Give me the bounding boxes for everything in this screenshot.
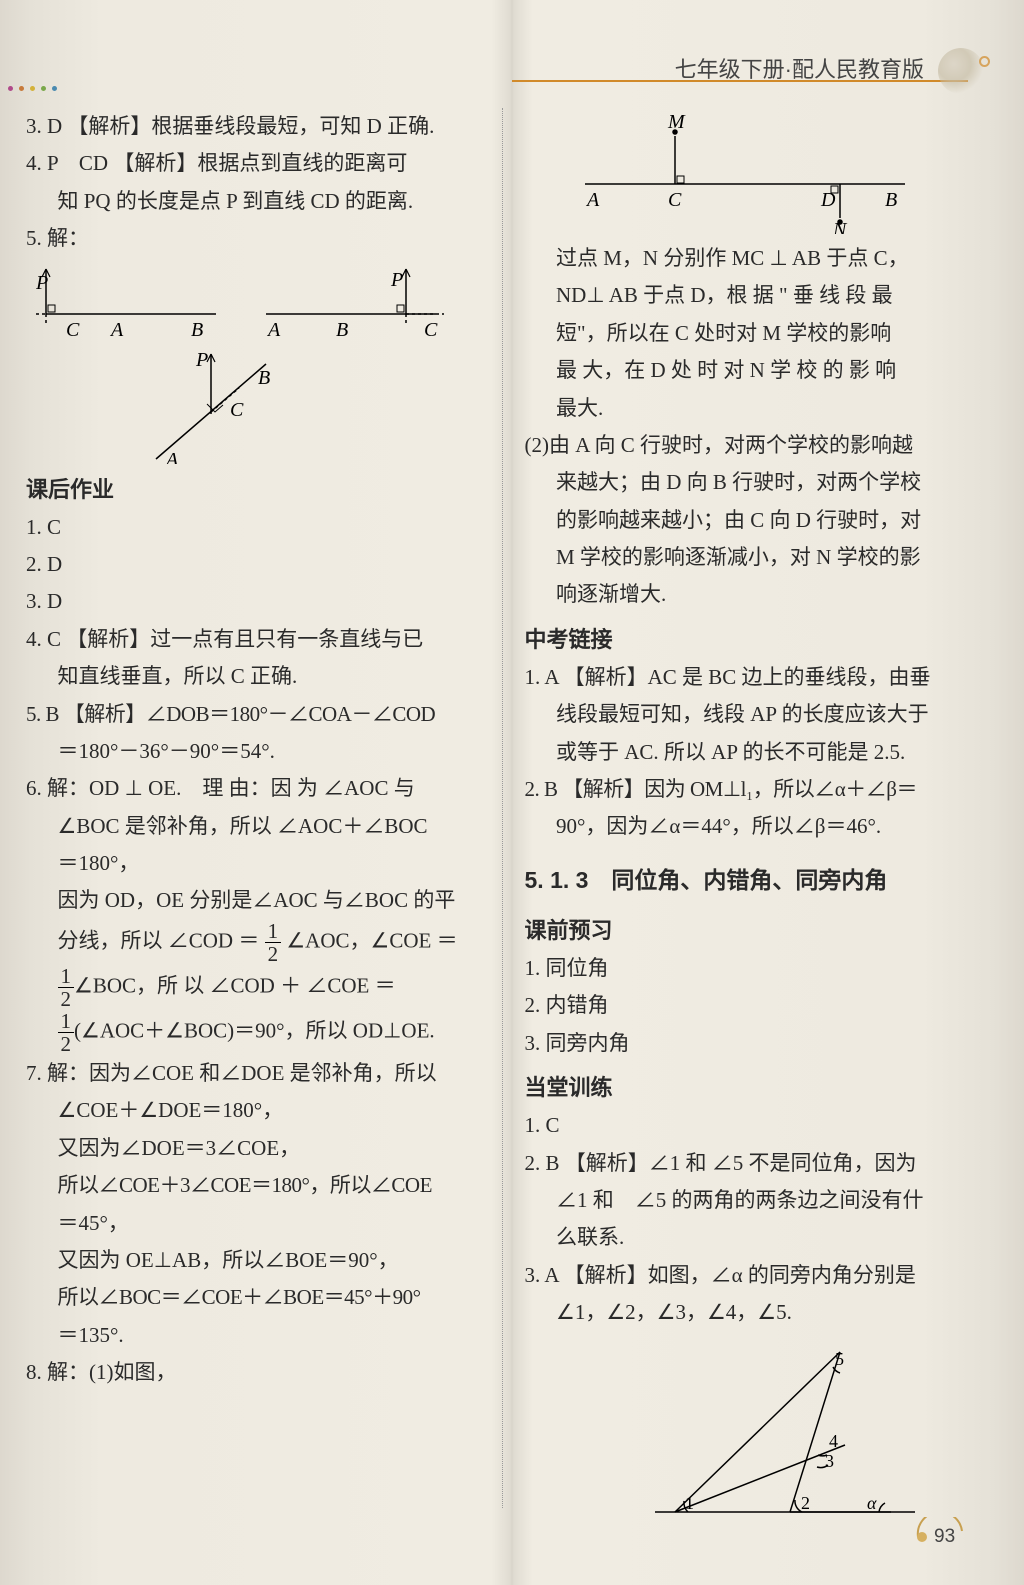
svg-text:B: B <box>191 319 203 341</box>
r6: (2)由 A 向 C 行驶时，对两个学校的影响越 <box>525 427 979 464</box>
page-number-text: 93 <box>934 1526 955 1548</box>
d2a: 2. B 【解析】∠1 和 ∠5 不是同位角，因为 <box>525 1145 979 1182</box>
page-number: 93 <box>912 1517 968 1557</box>
corner-ornament <box>938 48 984 94</box>
r10: 响逐渐增大. <box>525 576 979 613</box>
a1: 1. C <box>26 509 480 546</box>
a3: 3. D <box>26 583 480 620</box>
svg-text:α: α <box>867 1493 877 1513</box>
a7c: 又因为∠DOE＝3∠COE， <box>26 1130 480 1167</box>
zk1c: 或等于 AC. 所以 AP 的长不可能是 2.5. <box>525 734 979 771</box>
svg-text:C: C <box>66 319 80 341</box>
p1: 1. 同位角 <box>525 950 979 987</box>
svg-text:D: D <box>820 189 836 211</box>
a6e: 分线，所以 ∠COD ＝ 12 ∠AOC，∠COE ＝ <box>26 920 480 965</box>
a7a: 7. 解：因为∠COE 和∠DOE 是邻补角，所以 <box>26 1055 480 1092</box>
a5b: ＝180°－36°－90°＝54°. <box>26 733 480 770</box>
svg-text:1: 1 <box>685 1493 694 1513</box>
a6b: ∠BOC 是邻补角，所以 ∠AOC＋∠BOC <box>26 808 480 845</box>
r8: 的影响越来越小；由 C 向 D 行驶时，对 <box>525 502 979 539</box>
r1: 过点 M，N 分别作 MC ⊥ AB 于点 C， <box>525 240 979 277</box>
header-title: 七年级下册·配人民教育版 <box>675 52 924 84</box>
q4a: 4. P CD 【解析】根据点到直线的距离可 <box>26 145 480 182</box>
binding-dots <box>0 86 57 90</box>
d2c: 么联系. <box>525 1219 979 1256</box>
a8: 8. 解：(1)如图， <box>26 1354 480 1391</box>
col-right: M A C D B N 过点 M，N 分别作 MC ⊥ AB 于点 C， ND⊥… <box>502 108 985 1508</box>
page: 七年级下册·配人民教育版 3. D 【解析】根据垂线段最短，可知 D 正确. 4… <box>0 0 1024 1585</box>
p3: 3. 同旁内角 <box>525 1025 979 1062</box>
figure-q5: P C A B P A B C <box>36 264 480 464</box>
a6g-suf: (∠AOC＋∠BOC)＝90°，所以 OD⊥OE. <box>74 1018 435 1042</box>
a6g: 12(∠AOC＋∠BOC)＝90°，所以 OD⊥OE. <box>26 1010 480 1055</box>
a7b: ∠COE＋∠DOE＝180°， <box>26 1092 480 1129</box>
a6a: 6. 解：OD ⊥ OE. 理 由：因 为 ∠AOC 与 <box>26 770 480 807</box>
zk1a: 1. A 【解析】AC 是 BC 边上的垂线段，由垂 <box>525 659 979 696</box>
d2b: ∠1 和 ∠5 的两角的两条边之间没有什 <box>525 1182 979 1219</box>
homework-heading: 课后作业 <box>26 470 480 509</box>
preview-heading: 课前预习 <box>525 911 979 950</box>
columns: 3. D 【解析】根据垂线段最短，可知 D 正确. 4. P CD 【解析】根据… <box>20 108 984 1508</box>
a7g: 所以∠BOC＝∠COE＋∠BOE＝45°＋90° <box>26 1279 480 1316</box>
a7h: ＝135°. <box>26 1317 480 1354</box>
section-513: 5. 1. 3 同位角、内错角、同旁内角 <box>525 860 979 901</box>
svg-text:5: 5 <box>835 1349 844 1369</box>
col-left: 3. D 【解析】根据垂线段最短，可知 D 正确. 4. P CD 【解析】根据… <box>20 108 502 1508</box>
a7f: 又因为 OE⊥AB，所以∠BOE＝90°， <box>26 1242 480 1279</box>
a7e: ＝45°， <box>26 1205 480 1242</box>
zk1b: 线段最短可知，线段 AP 的长度应该大于 <box>525 696 979 733</box>
q3: 3. D 【解析】根据垂线段最短，可知 D 正确. <box>26 108 480 145</box>
svg-text:C: C <box>668 189 682 211</box>
svg-text:A: A <box>585 189 600 211</box>
a4a: 4. C 【解析】过一点有且只有一条直线与已 <box>26 621 480 658</box>
q5: 5. 解： <box>26 220 480 257</box>
svg-text:P: P <box>390 269 403 291</box>
a7d: 所以∠COE＋3∠COE＝180°，所以∠COE <box>26 1167 480 1204</box>
classwork-heading: 当堂训练 <box>525 1068 979 1107</box>
r9: M 学校的影响逐渐减小，对 N 学校的影 <box>525 539 979 576</box>
r5: 最大. <box>525 390 979 427</box>
r4: 最 大，在 D 处 时 对 N 学 校 的 影 响 <box>525 352 979 389</box>
zk2b: 90°，因为∠α＝44°，所以∠β＝46°. <box>525 808 979 845</box>
frac-half-3: 12 <box>58 1010 75 1055</box>
d3b: ∠1，∠2，∠3，∠4，∠5. <box>525 1294 979 1331</box>
r3: 短"，所以在 C 处时对 M 学校的影响 <box>525 315 979 352</box>
a6f-mid: ∠BOC，所 以 ∠COD ＋ ∠COE ＝ <box>74 973 396 997</box>
a2: 2. D <box>26 546 480 583</box>
svg-text:N: N <box>832 219 848 234</box>
r7: 来越大；由 D 向 B 行驶时，对两个学校 <box>525 464 979 501</box>
p2: 2. 内错角 <box>525 987 979 1024</box>
q4b: 知 PQ 的长度是点 P 到直线 CD 的距离. <box>26 183 480 220</box>
svg-text:M: M <box>667 114 686 133</box>
zk2a: 2. B 【解析】因为 OM⊥l₁，所以∠α＋∠β＝ <box>525 771 979 808</box>
a6e-mid: ∠AOC，∠COE ＝ <box>281 928 458 952</box>
svg-text:A: A <box>109 319 124 341</box>
svg-text:A: A <box>164 449 179 464</box>
a6d: 因为 OD，OE 分别是∠AOC 与∠BOC 的平 <box>26 882 480 919</box>
a6c: ＝180°， <box>26 845 480 882</box>
svg-text:C: C <box>230 399 244 421</box>
d1: 1. C <box>525 1107 979 1144</box>
svg-text:C: C <box>424 319 438 341</box>
svg-text:P: P <box>36 272 48 294</box>
frac-half-1: 12 <box>265 920 282 965</box>
r2: ND⊥ AB 于点 D，根 据 " 垂 线 段 最 <box>525 277 979 314</box>
figure-mn: M A C D B N <box>565 114 979 234</box>
svg-text:B: B <box>258 367 270 389</box>
svg-text:P: P <box>195 349 208 371</box>
svg-text:B: B <box>336 319 348 341</box>
a6e-pre: 分线，所以 ∠COD ＝ <box>58 928 265 952</box>
figure-triangle: 5 4 3 1 2 α <box>645 1337 979 1527</box>
svg-text:A: A <box>266 319 281 341</box>
svg-text:B: B <box>885 189 897 211</box>
d3a: 3. A 【解析】如图，∠α 的同旁内角分别是 <box>525 1257 979 1294</box>
zhongkao-heading: 中考链接 <box>525 620 979 659</box>
svg-text:3: 3 <box>825 1451 834 1471</box>
svg-text:4: 4 <box>829 1431 838 1451</box>
frac-half-2: 12 <box>58 965 75 1010</box>
a5a: 5. B 【解析】∠DOB＝180°－∠COA－∠COD <box>26 696 480 733</box>
a6f: 12∠BOC，所 以 ∠COD ＋ ∠COE ＝ <box>26 965 480 1010</box>
svg-text:2: 2 <box>801 1493 810 1513</box>
a4b: 知直线垂直，所以 C 正确. <box>26 658 480 695</box>
